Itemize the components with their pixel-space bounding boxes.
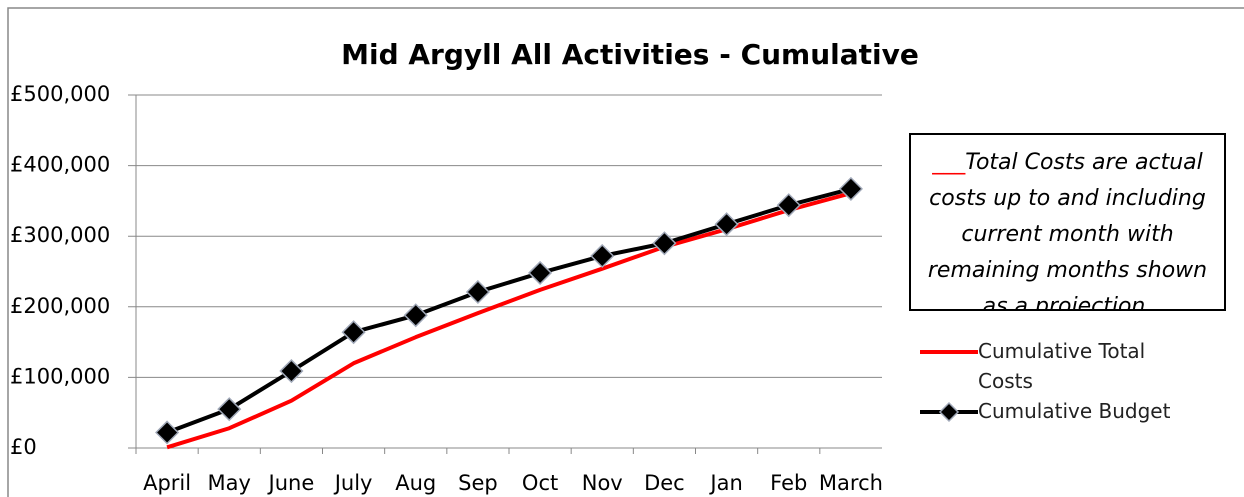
- marker: [590, 243, 615, 269]
- grid: [128, 94, 882, 449]
- annotation-box: ___Total Costs are actual costs up to an…: [909, 133, 1226, 311]
- legend-marker: [938, 401, 960, 423]
- chart-border: [7, 7, 1244, 497]
- legend-entry: Cumulative Total Costs: [978, 339, 1146, 393]
- annotation: ___Total Costs are actual costs up to an…: [909, 133, 1226, 311]
- series-line: [166, 186, 852, 435]
- x-tick-label: June: [267, 471, 315, 495]
- chart-title: Mid Argyll All Activities - Cumulative: [341, 38, 919, 71]
- x-tick-label: March: [819, 471, 883, 495]
- legend-entry: Cumulative Budget: [978, 399, 1171, 423]
- y-tick-label: £200,000: [10, 294, 110, 318]
- x-tick-label: May: [208, 471, 251, 495]
- x-tick-label: April: [143, 471, 191, 495]
- legend-label: Cumulative Budget: [978, 399, 1171, 423]
- marker: [528, 260, 553, 285]
- y-tick-label: £500,000: [10, 82, 110, 106]
- marker: [838, 176, 863, 201]
- marker: [217, 397, 242, 422]
- y-tick-label: £0: [10, 435, 37, 459]
- y-tick-label: £100,000: [10, 364, 110, 388]
- x-tick-label: Feb: [770, 471, 807, 495]
- y-tick-label: £400,000: [10, 153, 110, 177]
- marker: [341, 320, 366, 345]
- marker: [155, 420, 180, 445]
- marker: [652, 231, 677, 256]
- marker: [776, 193, 801, 218]
- x-tick-label: Jan: [708, 471, 742, 495]
- annotation-text: Total Costs are actual costs up to and i…: [927, 150, 1208, 311]
- marker: [279, 358, 304, 384]
- x-tick-label: Sep: [458, 471, 498, 495]
- marker: [465, 279, 490, 305]
- annotation-red-mark: ___: [932, 150, 966, 175]
- x-tick-label: Nov: [582, 471, 623, 495]
- y-tick-label: £300,000: [10, 223, 110, 247]
- marker: [714, 212, 739, 237]
- x-tick-label: Dec: [644, 471, 685, 495]
- x-tick-label: July: [333, 471, 373, 495]
- x-tick-label: Oct: [522, 471, 558, 495]
- marker: [403, 303, 428, 328]
- legend-label: Cumulative Total Costs: [978, 339, 1146, 393]
- x-tick-label: Aug: [395, 471, 436, 495]
- series-line: [166, 191, 852, 450]
